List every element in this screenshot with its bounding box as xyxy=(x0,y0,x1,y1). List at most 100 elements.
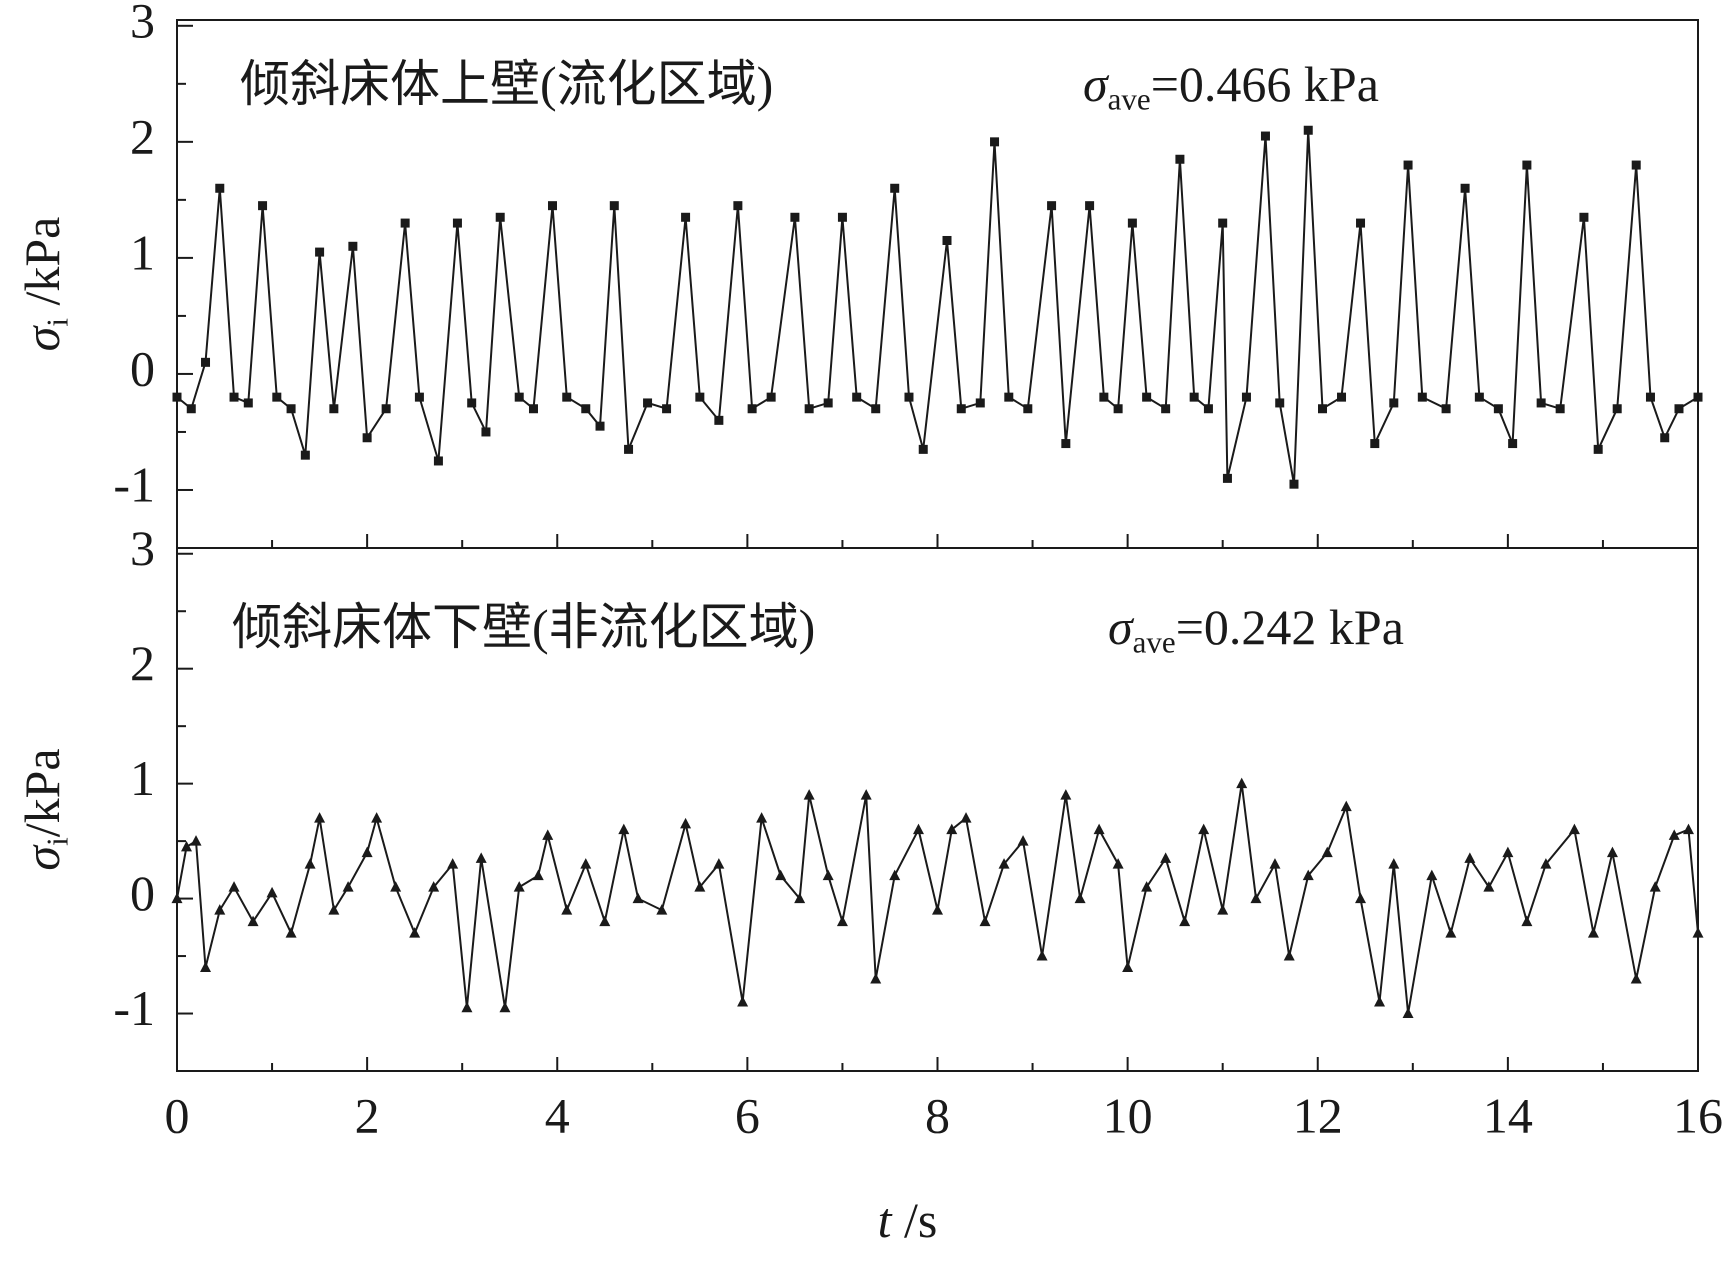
y-tick-label: -1 xyxy=(113,456,155,512)
marker xyxy=(329,404,339,414)
marker xyxy=(409,927,421,938)
symbol: t xyxy=(878,1192,893,1248)
marker xyxy=(790,212,800,222)
marker xyxy=(514,392,524,402)
marker xyxy=(1161,404,1171,414)
marker xyxy=(1218,218,1228,228)
marker xyxy=(1085,201,1095,211)
marker xyxy=(371,812,383,823)
marker xyxy=(852,392,862,402)
x-tick-label: 16 xyxy=(1673,1087,1723,1143)
y-axis-label: σi/kPa xyxy=(14,748,74,870)
marker xyxy=(247,915,259,927)
marker xyxy=(756,812,768,823)
marker xyxy=(681,212,691,222)
marker xyxy=(680,817,692,829)
marker xyxy=(1355,892,1367,904)
marker xyxy=(990,137,1000,147)
marker xyxy=(822,869,834,881)
series-line xyxy=(176,130,1699,485)
y-tick-label: 3 xyxy=(130,520,155,576)
marker xyxy=(1521,915,1533,927)
marker xyxy=(1217,904,1229,915)
marker xyxy=(532,869,544,881)
marker xyxy=(1645,392,1655,402)
marker xyxy=(599,915,611,927)
marker xyxy=(1203,404,1213,414)
marker xyxy=(1321,846,1333,858)
x-tick-label: 8 xyxy=(925,1087,950,1143)
x-tick-label: 6 xyxy=(735,1087,760,1143)
marker xyxy=(804,404,814,414)
marker xyxy=(1540,858,1552,869)
marker xyxy=(1508,439,1518,449)
marker xyxy=(624,444,634,454)
marker xyxy=(1612,404,1622,414)
marker xyxy=(918,444,928,454)
marker xyxy=(960,812,972,823)
panel-label: 倾斜床体上壁(流化区域) xyxy=(240,56,773,112)
marker xyxy=(1302,869,1314,881)
marker xyxy=(1682,823,1694,835)
marker xyxy=(1568,823,1580,835)
average-label: σave=0.466 kPa xyxy=(1083,56,1379,116)
marker xyxy=(904,392,914,402)
marker xyxy=(1289,479,1299,489)
x-axis-label: t /s xyxy=(878,1192,938,1248)
marker xyxy=(1099,392,1109,402)
y-tick-label: 0 xyxy=(130,865,155,921)
marker xyxy=(609,201,619,211)
marker xyxy=(1493,404,1503,414)
marker xyxy=(447,858,459,869)
marker xyxy=(714,415,724,425)
marker xyxy=(1175,154,1185,164)
marker xyxy=(400,218,410,228)
marker xyxy=(190,835,202,846)
marker xyxy=(1692,927,1704,938)
marker xyxy=(836,915,848,927)
marker xyxy=(643,398,653,408)
marker xyxy=(595,421,605,431)
marker xyxy=(1113,404,1123,414)
marker xyxy=(1112,858,1124,869)
marker xyxy=(1631,160,1641,170)
marker xyxy=(1036,950,1048,961)
marker xyxy=(1388,858,1400,869)
marker xyxy=(1356,218,1366,228)
x-tick-label: 12 xyxy=(1293,1087,1343,1143)
marker xyxy=(1060,789,1072,800)
marker xyxy=(214,904,226,915)
marker xyxy=(656,904,668,915)
marker xyxy=(1142,392,1152,402)
marker xyxy=(1587,927,1599,938)
marker xyxy=(328,904,340,915)
marker xyxy=(1127,218,1137,228)
symbol: σ xyxy=(1108,599,1135,655)
marker xyxy=(1555,404,1565,414)
marker xyxy=(946,823,958,835)
marker xyxy=(1260,131,1270,141)
marker xyxy=(561,904,573,915)
marker xyxy=(1061,439,1071,449)
marker xyxy=(428,881,440,892)
marker xyxy=(258,201,268,211)
marker xyxy=(713,858,725,869)
marker xyxy=(1460,183,1470,193)
marker xyxy=(803,789,815,800)
marker xyxy=(171,892,183,904)
marker xyxy=(1141,881,1153,892)
marker xyxy=(243,398,253,408)
marker xyxy=(632,892,644,904)
marker xyxy=(870,973,882,984)
marker xyxy=(229,392,239,402)
x-tick-label: 4 xyxy=(545,1087,570,1143)
marker xyxy=(871,404,881,414)
y-tick-label: 2 xyxy=(130,635,155,691)
symbol: σ xyxy=(1083,56,1110,112)
marker xyxy=(314,812,326,823)
text: =0.242 kPa xyxy=(1176,599,1404,655)
marker xyxy=(481,427,491,437)
marker xyxy=(1241,392,1251,402)
text: /s xyxy=(892,1192,938,1248)
